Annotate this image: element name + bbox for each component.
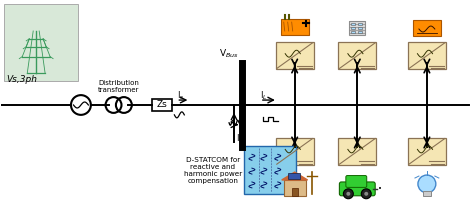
Circle shape bbox=[364, 192, 368, 196]
Bar bbox=[351, 27, 356, 29]
Bar bbox=[338, 138, 376, 165]
Circle shape bbox=[418, 175, 436, 193]
Circle shape bbox=[361, 189, 371, 199]
Bar bbox=[358, 31, 362, 33]
Text: I$_{L}$: I$_{L}$ bbox=[260, 89, 267, 102]
Text: D-STATCOM for
reactive and
harmonic power
compensation: D-STATCOM for reactive and harmonic powe… bbox=[184, 157, 242, 184]
Bar bbox=[423, 191, 431, 196]
Text: Zs: Zs bbox=[157, 101, 168, 110]
FancyBboxPatch shape bbox=[339, 182, 375, 196]
Text: V$_{Bus}$: V$_{Bus}$ bbox=[219, 47, 239, 60]
Bar bbox=[358, 23, 362, 25]
Text: Distribution
transformer: Distribution transformer bbox=[98, 80, 139, 93]
Bar bbox=[281, 19, 309, 35]
Circle shape bbox=[346, 192, 350, 196]
Text: I$_{s}$: I$_{s}$ bbox=[177, 89, 185, 102]
Text: •: • bbox=[378, 186, 382, 192]
Bar bbox=[358, 27, 362, 29]
Bar bbox=[351, 23, 356, 25]
FancyBboxPatch shape bbox=[346, 176, 367, 187]
Polygon shape bbox=[282, 172, 308, 180]
Text: Vs,3ph: Vs,3ph bbox=[6, 75, 37, 84]
Bar bbox=[276, 138, 313, 165]
Bar bbox=[408, 42, 446, 69]
Bar bbox=[413, 20, 441, 36]
Circle shape bbox=[343, 189, 353, 199]
Bar bbox=[276, 42, 313, 69]
Bar bbox=[408, 138, 446, 165]
Bar bbox=[153, 99, 173, 111]
Bar bbox=[349, 21, 365, 35]
Text: I$_{c}$: I$_{c}$ bbox=[236, 133, 244, 145]
Bar bbox=[244, 147, 296, 194]
Bar bbox=[284, 180, 306, 196]
Bar bbox=[292, 188, 298, 196]
Bar bbox=[288, 173, 300, 179]
Bar bbox=[338, 42, 376, 69]
Bar bbox=[4, 4, 78, 81]
Bar bbox=[351, 31, 356, 33]
